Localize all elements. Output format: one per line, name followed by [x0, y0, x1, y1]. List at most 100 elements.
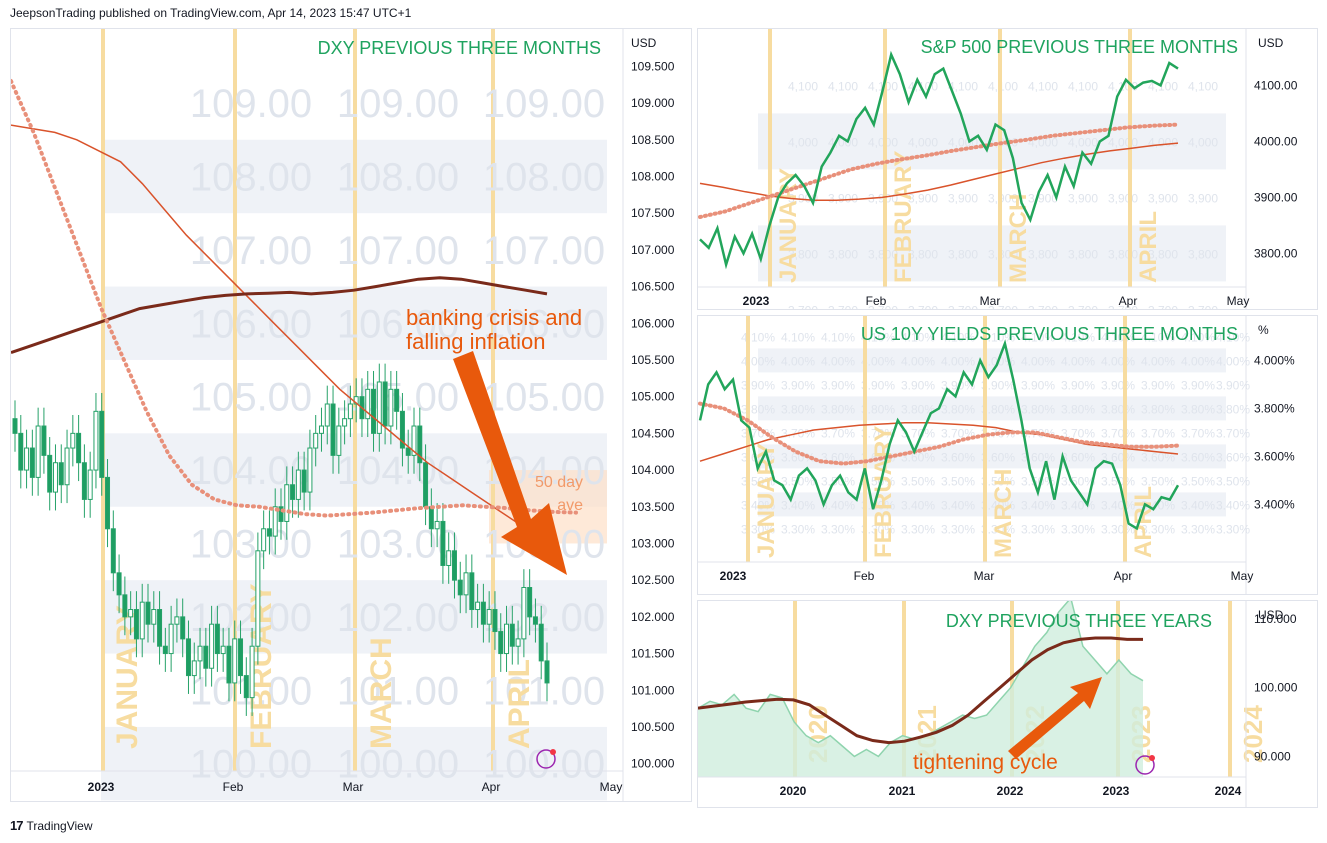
candle-body — [388, 388, 394, 427]
dxy-three-years-chart: 2020 2021 2022 2023 2024 DXY PREVIOUS THREE Y… — [698, 601, 1298, 807]
candle-body — [64, 447, 70, 486]
ma200-line — [699, 422, 1179, 462]
grid-value-label: 4.10% — [941, 330, 975, 344]
annotation-arrow — [1008, 677, 1102, 759]
grid-value-label: 4,100 — [1188, 79, 1218, 93]
grid-value-label: 4.10% — [821, 330, 855, 344]
grid-value-label: 107.00 — [337, 229, 459, 273]
candle-body — [232, 638, 238, 684]
candle-body — [278, 506, 284, 522]
y-tick-label: 110.000 — [1254, 612, 1297, 626]
grid-value-label: 3.90% — [1141, 378, 1175, 392]
candle-body — [434, 520, 440, 530]
month-divider — [998, 29, 1002, 287]
grid-value-label: 3.40% — [1141, 498, 1175, 512]
grid-value-label: 3.40% — [981, 498, 1015, 512]
candle-body — [261, 528, 267, 552]
candle-body — [168, 623, 174, 655]
month-label: APRIL — [503, 659, 536, 749]
candle-body — [226, 645, 232, 684]
grid-value-label: 3.60% — [781, 450, 815, 464]
grid-value-label: 4.00% — [1101, 354, 1135, 368]
candle-body — [162, 645, 168, 655]
candle-body — [428, 506, 434, 530]
grid-value-label: 3,900 — [988, 191, 1018, 205]
grid-value-label: 103.00 — [337, 522, 459, 566]
month-divider — [491, 29, 495, 771]
grid-value-label: 4,000 — [1148, 135, 1178, 149]
candle-body — [515, 638, 521, 647]
y-tick-label: 4000.00 — [1254, 134, 1298, 148]
y-tick-label: 4.000% — [1254, 353, 1295, 367]
dxy-three-years-panel: 2020 2021 2022 2023 2024 DXY PREVIOUS THREE Y… — [697, 600, 1318, 808]
y-tick-label: 3.600% — [1254, 449, 1295, 463]
grid-value-label: 4,000 — [828, 135, 858, 149]
grid-value-label: 3,900 — [1068, 191, 1098, 205]
grid-value-label: 4,000 — [948, 135, 978, 149]
grid-value-label: 105.00 — [483, 376, 605, 420]
grid-value-label: 3.60% — [981, 450, 1015, 464]
grid-value-label: 3,700 — [948, 303, 978, 309]
grid-value-label: 3.50% — [821, 474, 855, 488]
grid-value-label: 3.50% — [1061, 474, 1095, 488]
y-tick-label: 107.000 — [631, 243, 675, 257]
grid-value-label: 3.70% — [821, 426, 855, 440]
axis-unit: USD — [631, 36, 657, 50]
grid-value-label: 3.80% — [941, 402, 975, 416]
candle-body — [475, 601, 481, 611]
candle-body — [145, 601, 151, 625]
candle-body — [214, 623, 220, 655]
grid-value-label: 3.70% — [1101, 426, 1135, 440]
candle-body — [521, 587, 527, 640]
grid-value-label: 108.00 — [190, 155, 312, 199]
grid-value-label: 3,700 — [1188, 303, 1218, 309]
candle-body — [52, 462, 58, 493]
candle-body — [220, 645, 226, 655]
candle-body — [266, 528, 272, 537]
price-band — [758, 396, 1226, 421]
y-tick-label: 109.000 — [631, 96, 675, 110]
chart-title: US 10Y YIELDS PREVIOUS THREE MONTHS — [861, 324, 1238, 344]
grid-value-label: 3.80% — [781, 402, 815, 416]
grid-value-label: 101.00 — [483, 669, 605, 713]
chart-title: DXY PREVIOUS THREE YEARS — [946, 611, 1212, 631]
grid-value-label: 3,700 — [908, 303, 938, 309]
grid-value-label: 3.30% — [861, 522, 895, 536]
grid-value-label: 100.00 — [483, 743, 605, 787]
month-label: JANUARY — [775, 168, 802, 283]
month-divider — [746, 316, 750, 562]
candle-body — [486, 609, 492, 625]
y-tick-label: 108.500 — [631, 133, 675, 147]
grid-value-label: 3.90% — [1061, 378, 1095, 392]
grid-value-label: 3,900 — [788, 191, 818, 205]
month-divider — [983, 316, 987, 562]
grid-value-label: 4,100 — [1068, 79, 1098, 93]
dxy-three-months-panel: 109.00 109.00 109.00 108.00 108.00 108.00 107.… — [10, 28, 692, 802]
month-label: APRIL — [1130, 486, 1157, 558]
grid-value-label: 108.00 — [337, 155, 459, 199]
grid-value-label: 3.50% — [1216, 474, 1250, 488]
y-tick-label: 100.500 — [631, 720, 675, 734]
month-label: MARCH — [1005, 194, 1032, 283]
footer-brand[interactable]: TradingView — [26, 818, 93, 833]
candle-body — [423, 462, 429, 508]
grid-value-label: 3,900 — [948, 191, 978, 205]
grid-value-label: 3,800 — [1068, 247, 1098, 261]
grid-value-label: 3,800 — [988, 247, 1018, 261]
ma100-line — [11, 124, 560, 552]
tradingview-logo-icon[interactable]: 17 — [10, 818, 24, 833]
grid-value-label: 3,800 — [1188, 247, 1218, 261]
grid-value-label: 4.00% — [781, 354, 815, 368]
grid-value-label: 3.80% — [821, 402, 855, 416]
grid-value-label: 3,800 — [788, 247, 818, 261]
replay-icon-dot — [550, 749, 556, 755]
grid-value-label: 3.80% — [1061, 402, 1095, 416]
x-tick-label: Feb — [866, 294, 887, 308]
grid-value-label: 3.80% — [1181, 402, 1215, 416]
candle-body — [249, 645, 255, 699]
ma50-dotted-line — [698, 401, 1180, 466]
candle-body — [440, 520, 446, 566]
candle-body — [24, 447, 30, 471]
candle-body — [365, 388, 371, 420]
candle-body — [157, 609, 163, 647]
